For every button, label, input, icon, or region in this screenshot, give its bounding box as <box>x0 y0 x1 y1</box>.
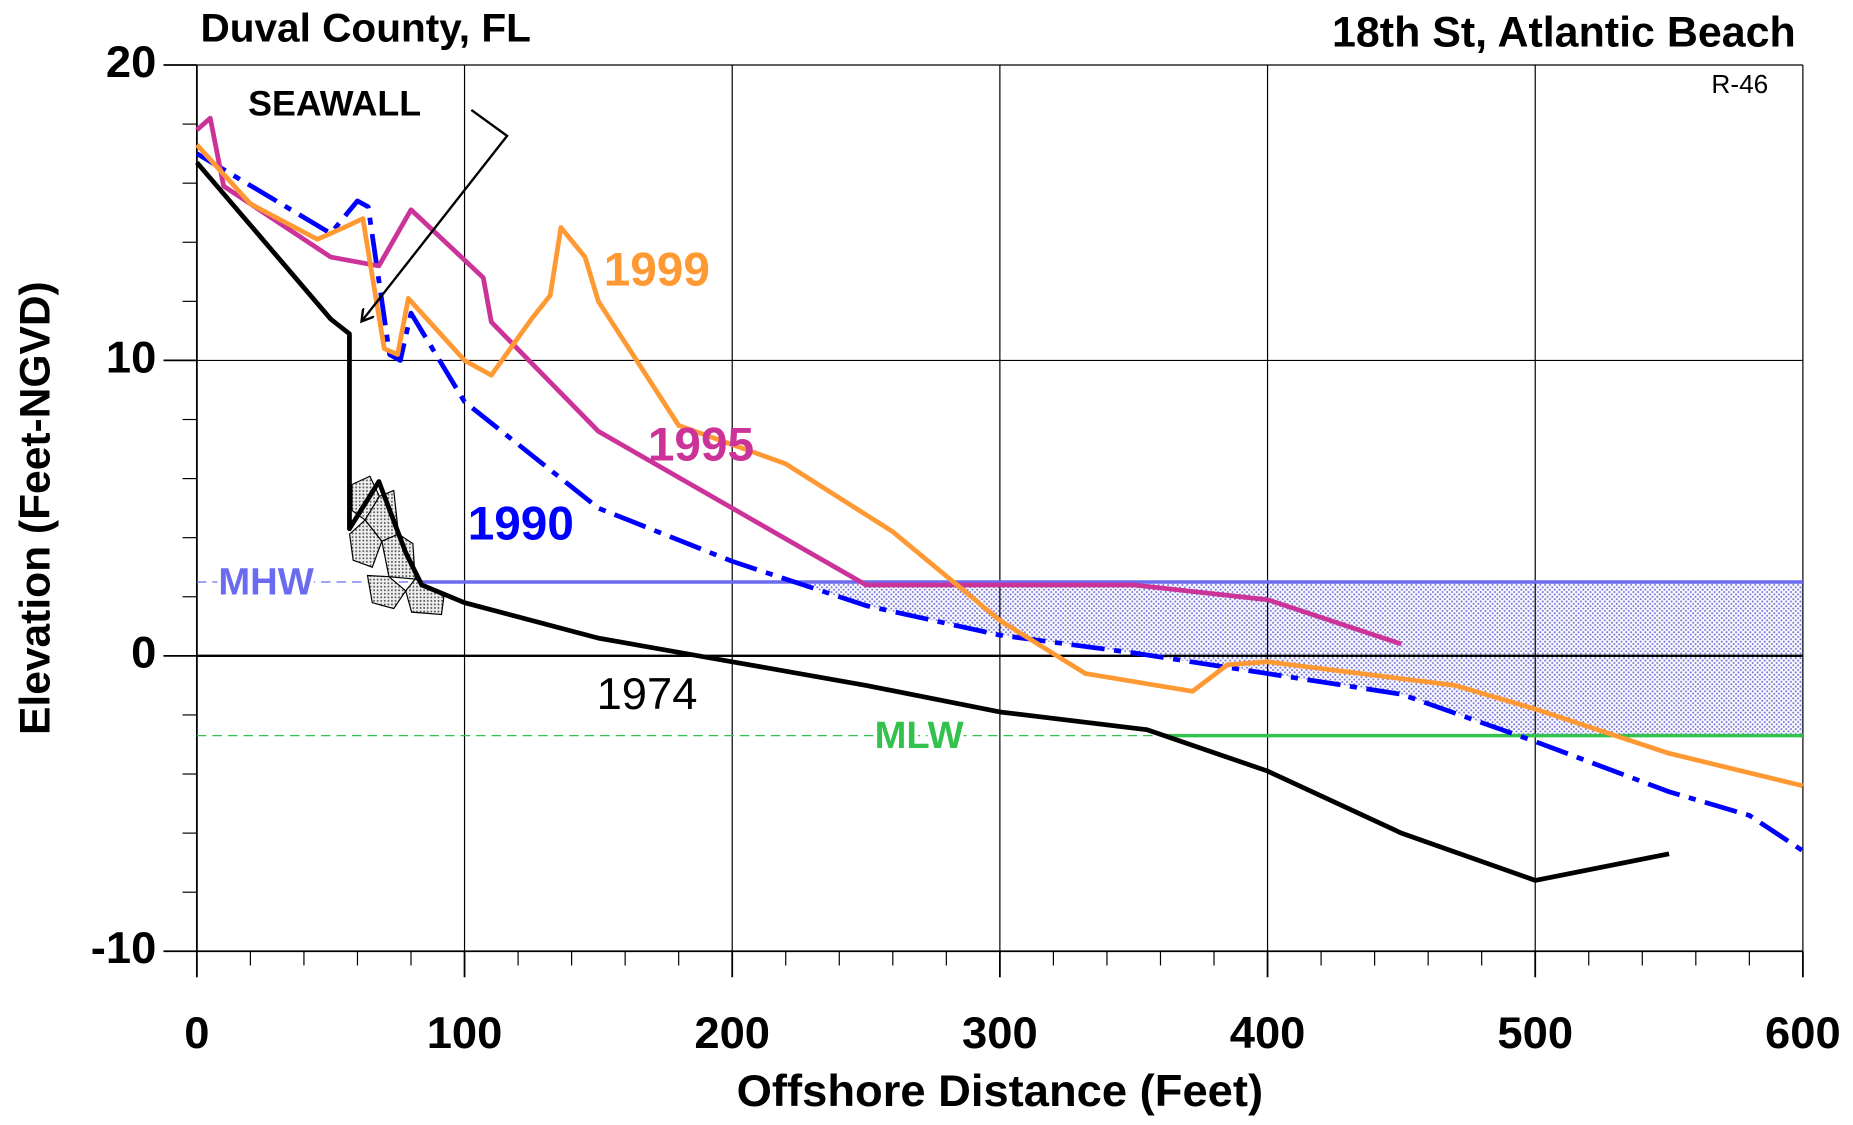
reference-label: MLW <box>875 715 964 757</box>
x-tick-label: 100 <box>427 1007 503 1058</box>
x-tick-label: 500 <box>1497 1007 1573 1058</box>
rubble <box>348 519 383 568</box>
profile-line <box>195 143 1804 789</box>
chart-subtitle: 18th St, Atlantic Beach <box>1332 9 1796 57</box>
series-label: 1974 <box>597 668 698 719</box>
rubble <box>405 578 445 616</box>
seawall-arrow <box>362 108 509 322</box>
profile-line <box>195 151 1805 853</box>
plot <box>163 64 1805 978</box>
seawall-label: SEAWALL <box>248 84 421 124</box>
y-tick-label: -10 <box>91 922 157 973</box>
y-tick-label: 20 <box>106 36 156 87</box>
tide-shading <box>799 581 1803 736</box>
rubble <box>381 533 416 580</box>
chart-title: Duval County, FL <box>200 5 530 51</box>
series-label: 1999 <box>604 244 710 297</box>
profile-line <box>195 160 1670 883</box>
x-tick-label: 300 <box>962 1007 1038 1058</box>
rubble <box>366 574 407 610</box>
y-tick-label: 10 <box>106 331 156 382</box>
y-tick-label: 0 <box>131 627 156 678</box>
profile-id: R-46 <box>1711 69 1768 99</box>
series-label: 1995 <box>648 419 754 472</box>
x-tick-label: 600 <box>1765 1007 1841 1058</box>
x-tick-label: 0 <box>184 1007 209 1058</box>
y-axis-label: Elevation (Feet-NGVD) <box>11 281 59 735</box>
profile-line <box>195 115 1403 647</box>
x-tick-label: 400 <box>1230 1007 1306 1058</box>
x-tick-label: 200 <box>694 1007 770 1058</box>
x-axis-label: Offshore Distance (Feet) <box>737 1065 1263 1116</box>
series-label: 1990 <box>468 498 574 551</box>
reference-label: MHW <box>218 562 314 604</box>
